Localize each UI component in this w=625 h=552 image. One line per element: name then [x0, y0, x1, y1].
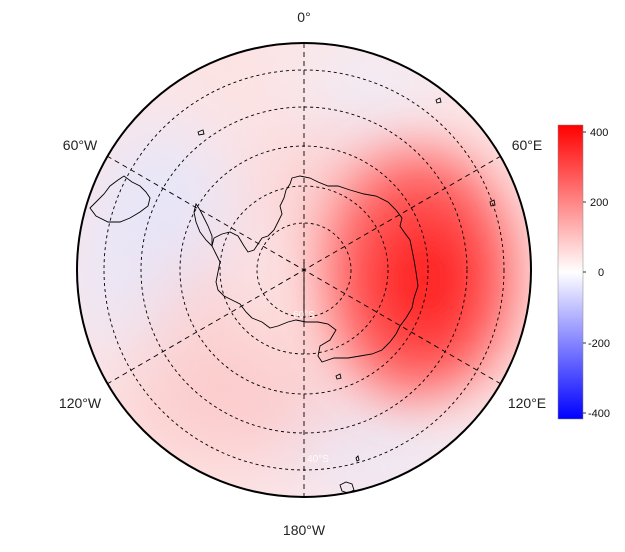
colorbar-tick-400: 400 — [590, 127, 608, 139]
colorbar-gradient — [557, 124, 584, 420]
small-island-6 — [355, 455, 360, 462]
colorbar-tick-200: 200 — [590, 197, 608, 209]
coastlines — [89, 97, 496, 494]
lon-label-60w: 60°W — [63, 137, 98, 153]
colorbar: 400 200 0 -200 -400 — [557, 124, 610, 420]
small-island-3 — [435, 97, 442, 104]
colorbar-ticks — [583, 131, 586, 414]
colorbar-tick-minus-200: -200 — [588, 338, 610, 350]
lat-label-inner: 60°S — [293, 310, 315, 321]
small-island-5 — [335, 373, 342, 380]
antarctic-peninsula — [193, 202, 213, 248]
map-boundary — [76, 42, 532, 498]
small-island-2 — [489, 199, 496, 207]
lon-label-60e: 60°E — [512, 137, 543, 153]
lon-label-120w: 120°W — [59, 395, 102, 411]
lon-label-0: 0° — [297, 9, 310, 25]
small-island-1 — [339, 481, 355, 494]
colorbar-tick-minus-400: -400 — [588, 408, 610, 420]
anomaly-field — [77, 43, 531, 497]
small-island-4 — [197, 129, 205, 136]
south-america-tip — [89, 175, 151, 223]
lat-label-outer: 40°S — [307, 454, 329, 465]
colorbar-tick-0: 0 — [598, 267, 604, 279]
lat-circle-70s — [219, 185, 389, 355]
antarctica-coast — [211, 175, 419, 363]
lon-label-180w: 180°W — [283, 522, 326, 538]
lat-circle-50s — [140, 106, 468, 434]
lon-label-120e: 120°E — [508, 395, 546, 411]
